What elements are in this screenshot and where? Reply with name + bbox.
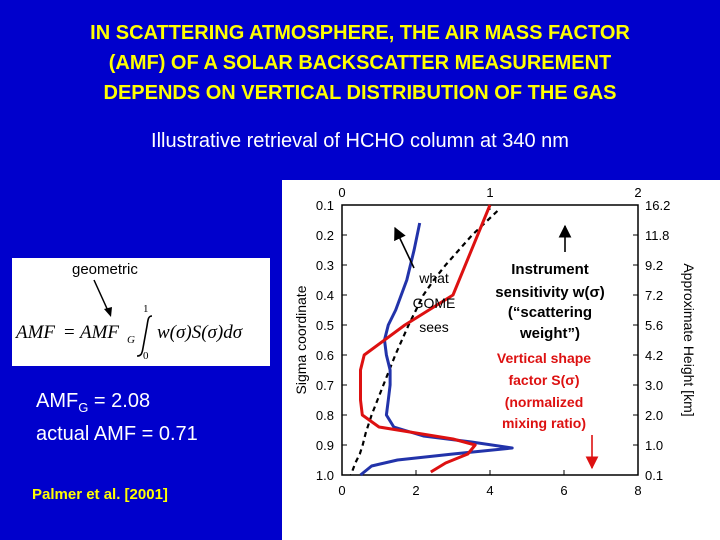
amf-chart: Sigma coordinate Approximate Height [km]…: [293, 185, 697, 498]
integral-sign: [136, 315, 153, 357]
amf-formula-box: geometric AMF = AMF G 1 0 w(σ)S(σ)dσ: [12, 258, 270, 366]
formula-amf-subscript: G: [127, 334, 135, 346]
y2-tick-label: 7.2: [645, 288, 663, 303]
vertical-shape-factor-line: [359, 204, 492, 474]
formula-lhs: AMF: [14, 322, 55, 343]
amf-formula: geometric AMF = AMF G 1 0 w(σ)S(σ)dσ: [14, 261, 243, 362]
gome-arrow: [394, 226, 415, 269]
y2-tick-label: 1.0: [645, 438, 663, 453]
amf-g-value: AMFG = 2.08: [36, 388, 198, 421]
formula-equals: =: [64, 322, 75, 343]
citation: Palmer et al. [2001]: [32, 486, 168, 503]
y-tick-label: 0.8: [316, 408, 334, 423]
amf-g-number: = 2.08: [88, 390, 151, 412]
y2-tick-label: 4.2: [645, 348, 663, 363]
actual-amf-value: actual AMF = 0.71: [36, 423, 198, 445]
amf-g-prefix: AMF: [36, 390, 79, 412]
y-tick-label: 1.0: [316, 468, 334, 483]
slide-title: IN SCATTERING ATMOSPHERE, THE AIR MASS F…: [20, 18, 700, 108]
y-tick-label: 0.2: [316, 228, 334, 243]
gome-annotation-line-3: sees: [419, 319, 449, 335]
amf-chart-panel: Sigma coordinate Approximate Height [km]…: [282, 180, 720, 540]
y2-tick-label: 5.6: [645, 318, 663, 333]
amf-g-subscript: G: [78, 400, 89, 415]
y-tick-label: 0.5: [316, 318, 334, 333]
x-bottom-tick-label: 8: [634, 483, 641, 498]
gome-annotation-line-2: GOME: [413, 295, 456, 311]
y-tick-label: 0.7: [316, 378, 334, 393]
gome-annotation-line-1: what: [418, 270, 449, 286]
geometric-label: geometric: [72, 261, 138, 278]
formula-amf-g: AMF: [78, 322, 119, 343]
y2-tick-label: 9.2: [645, 258, 663, 273]
y-tick-label: 0.9: [316, 438, 334, 453]
y-axis-label: Sigma coordinate: [293, 285, 309, 394]
x-top-tick-label: 2: [634, 185, 641, 200]
y2-tick-label: 3.0: [645, 378, 663, 393]
instrument-sensitivity-line: [359, 222, 514, 477]
y2-tick-label: 0.1: [645, 468, 663, 483]
slide-subtitle: Illustrative retrieval of HCHO column at…: [151, 130, 569, 152]
x-top-tick-label: 1: [486, 185, 493, 200]
sensitivity-annotation-line-1: Instrument: [511, 261, 589, 278]
x-bottom-tick-label: 0: [338, 483, 345, 498]
title-line-3: DEPENDS ON VERTICAL DISTRIBUTION OF THE …: [103, 82, 617, 104]
sensitivity-annotation-line-3: (“scattering: [508, 304, 592, 321]
sensitivity-annotation-line-2: sensitivity w(σ): [495, 284, 604, 301]
y-tick-label: 0.4: [316, 288, 334, 303]
y2-tick-label: 2.0: [645, 408, 663, 423]
geometric-arrow-shaft: [93, 279, 110, 314]
geometric-dashed-line: [349, 210, 499, 476]
geometric-arrow-head: [104, 307, 112, 317]
integral-upper-limit: 1: [143, 303, 149, 315]
sensitivity-annotation-line-4: weight”): [519, 325, 580, 342]
shape-annotation-line-1: Vertical shape: [497, 350, 591, 366]
amf-values: AMFG = 2.08 actual AMF = 0.71: [36, 388, 198, 447]
x-bottom-tick-label: 2: [412, 483, 419, 498]
x-top-tick-label: 0: [338, 185, 345, 200]
y-tick-label: 0.6: [316, 348, 334, 363]
y-tick-label: 0.3: [316, 258, 334, 273]
shape-annotation-line-3: (normalized: [505, 394, 584, 410]
title-line-1: IN SCATTERING ATMOSPHERE, THE AIR MASS F…: [90, 22, 630, 44]
shape-annotation-line-4: mixing ratio): [502, 415, 586, 431]
y2-axis-label: Approximate Height [km]: [681, 263, 697, 416]
shape-annotation-line-2: factor S(σ): [508, 372, 579, 388]
integral-lower-limit: 0: [143, 350, 149, 362]
title-line-2: (AMF) OF A SOLAR BACKSCATTER MEASUREMENT: [108, 52, 612, 74]
y2-tick-label: 16.2: [645, 198, 670, 213]
formula-integrand: w(σ)S(σ)dσ: [157, 322, 243, 343]
x-bottom-tick-label: 4: [486, 483, 493, 498]
y2-tick-label: 11.8: [645, 228, 669, 243]
y-tick-label: 0.1: [316, 198, 334, 213]
x-bottom-tick-label: 6: [560, 483, 567, 498]
